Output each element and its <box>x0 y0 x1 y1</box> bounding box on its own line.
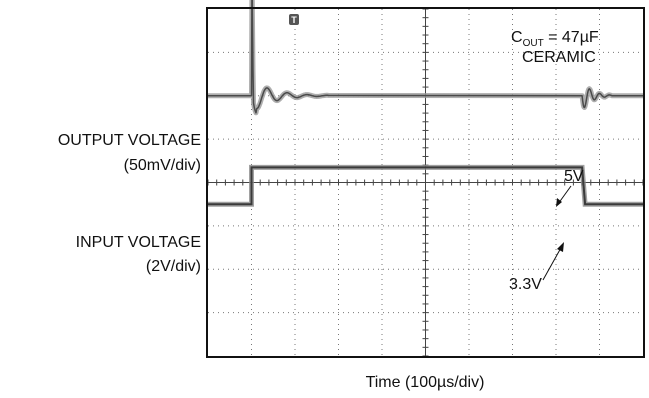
cout-annotation: COUT = 47µF <box>511 29 599 49</box>
v-low-annotation: 3.3V <box>509 276 542 293</box>
input-voltage-trace <box>208 166 643 206</box>
input-voltage-label: INPUT VOLTAGE <box>76 234 201 251</box>
trigger-marker: T <box>289 14 299 25</box>
v-low-arrow-line <box>542 245 563 281</box>
v-low-arrowhead <box>557 242 564 252</box>
v-high-annotation: 5V <box>564 168 584 185</box>
traces <box>208 0 643 207</box>
trigger-marker-letter: T <box>291 15 297 25</box>
output-voltage-scale: (50mV/div) <box>124 157 201 174</box>
cout-type-annotation: CERAMIC <box>522 49 596 66</box>
grid <box>207 8 644 357</box>
x-axis-label: Time (100µs/div) <box>366 374 485 391</box>
trigger-marker-box <box>289 14 299 25</box>
plot-frame <box>206 7 645 358</box>
v-high-arrowhead <box>556 198 562 207</box>
input-voltage-scale: (2V/div) <box>146 258 201 275</box>
output-voltage-label: OUTPUT VOLTAGE <box>58 132 201 149</box>
output-voltage-trace <box>208 0 643 114</box>
cout-subscript: OUT <box>523 38 544 49</box>
cout-main: C <box>511 29 523 46</box>
cout-value: = 47µF <box>544 29 599 46</box>
